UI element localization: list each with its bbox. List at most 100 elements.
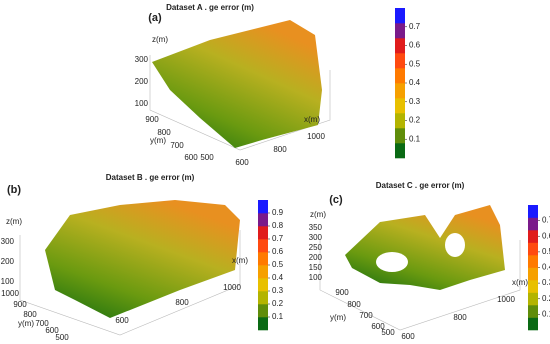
colorbar-segment — [258, 200, 268, 214]
colorbar-segment — [528, 242, 538, 256]
colorbar-segment — [258, 304, 268, 318]
y-tick-label: 800 — [157, 128, 171, 137]
y-axis-label: y(m) — [18, 319, 34, 328]
colorbar-segment — [395, 128, 405, 144]
y-tick-label: 700 — [35, 319, 49, 328]
surfaces — [19, 20, 521, 336]
colorbar-segment — [395, 113, 405, 129]
z-tick-label: 150 — [309, 263, 323, 272]
x-tick-label: 800 — [453, 313, 467, 322]
z-axis-label: z(m) — [310, 210, 326, 219]
colorbar-tick-label: 0.5 — [272, 260, 284, 269]
box-edge — [319, 240, 521, 331]
colorbar-segment — [395, 143, 405, 159]
colorbar-tick-label: 0.7 — [409, 22, 421, 31]
colorbar-segment — [528, 205, 538, 218]
colorbar-segment — [258, 239, 268, 253]
y-tick-label: 600 — [371, 322, 385, 331]
panel-label: (b) — [7, 184, 21, 196]
colorbar-tick-label: 0.5 — [542, 247, 550, 256]
panel-label: (c) — [329, 194, 343, 206]
x-tick-label: 600 — [235, 158, 249, 167]
colorbar-segment — [258, 252, 268, 266]
colorbar-tick-label: 0.4 — [542, 263, 550, 272]
y-axis-label: y(m) — [150, 136, 166, 145]
y-tick-label: 500 — [381, 328, 395, 337]
box-edge — [19, 230, 241, 336]
z-tick-label: 300 — [309, 233, 323, 242]
z-tick-label: 200 — [309, 253, 323, 262]
x-axis-label: x(m) — [512, 278, 528, 287]
x-tick-label: 800 — [175, 298, 189, 307]
y-tick-label: 700 — [170, 141, 184, 150]
colorbar-segment — [528, 317, 538, 331]
colorbar-segment — [258, 317, 268, 331]
point-cloud — [45, 200, 240, 318]
colorbar-segment — [528, 255, 538, 268]
z-tick-label: 200 — [135, 77, 149, 86]
z-tick-label: 300 — [135, 55, 149, 64]
colorbar-segment — [528, 292, 538, 306]
z-tick-label: 100 — [135, 99, 149, 108]
point-cloud — [345, 205, 505, 290]
y-tick-label: 500 — [200, 153, 214, 162]
colorbar-segment — [258, 265, 268, 279]
colorbar-tick-label: 0.4 — [272, 273, 284, 282]
box-edge — [149, 55, 331, 151]
colorbar-segment — [528, 305, 538, 318]
x-tick-label: 1000 — [223, 283, 241, 292]
colorbar-tick-label: 0.4 — [409, 78, 421, 87]
colorbar-tick-label: 0.2 — [542, 294, 550, 303]
colorbar-tick-label: 0.8 — [272, 221, 284, 230]
x-tick-label: 1000 — [497, 295, 515, 304]
z-tick-label: 200 — [1, 257, 15, 266]
colorbar-tick-label: 0.7 — [272, 234, 284, 243]
y-axis-label: y(m) — [330, 313, 346, 322]
panel-title: Dataset B . ge error (m) — [106, 173, 195, 182]
colorbar-tick-label: 0.3 — [272, 286, 284, 295]
z-tick-label: 300 — [1, 237, 15, 246]
colorbar-segment — [395, 98, 405, 114]
panel-title: Dataset C . ge error (m) — [376, 181, 465, 190]
y-tick-label: 900 — [13, 300, 27, 309]
y-tick-label: 900 — [145, 115, 159, 124]
colorbar-segment — [258, 291, 268, 305]
y-tick-label: 800 — [347, 300, 361, 309]
colorbar-segment — [395, 8, 405, 24]
colorbar-tick-label: 0.2 — [409, 116, 421, 125]
colorbar-segment — [528, 217, 538, 231]
y-tick-label: 800 — [23, 310, 37, 319]
colorbar-segment — [528, 230, 538, 243]
colorbar-segment — [395, 68, 405, 84]
colorbar-tick-label: 0.1 — [542, 309, 550, 318]
x-axis-label: x(m) — [304, 115, 320, 124]
z-axis-label: z(m) — [6, 217, 22, 226]
colorbar-segment — [528, 267, 538, 281]
colorbar-tick-label: 0.1 — [409, 134, 421, 143]
x-tick-label: 600 — [115, 316, 129, 325]
panel-title: Dataset A . ge error (m) — [166, 3, 254, 12]
colorbar-tick-label: 0.5 — [409, 59, 421, 68]
point-cloud — [152, 20, 322, 148]
z-tick-label: 250 — [309, 243, 323, 252]
colorbar-tick-label: 0.3 — [542, 278, 550, 287]
colorbar-tick-label: 0.3 — [409, 97, 421, 106]
z-tick-label: 100 — [1, 277, 15, 286]
panel-label: (a) — [148, 12, 162, 24]
z-tick-label: 100 — [309, 273, 323, 282]
colorbar-segment — [528, 280, 538, 293]
y-tick-label: 500 — [55, 333, 69, 342]
colorbar-tick-label: 0.2 — [272, 299, 284, 308]
x-axis-label: x(m) — [232, 256, 248, 265]
colorbar-segment — [258, 226, 268, 240]
colorbar-tick-label: 0.6 — [272, 247, 284, 256]
z-axis-label: z(m) — [152, 35, 168, 44]
colorbar-tick-label: 0.9 — [272, 208, 284, 217]
x-tick-label: 800 — [273, 145, 287, 154]
colorbar-segment — [395, 53, 405, 69]
y-tick-label: 1000 — [1, 289, 19, 298]
colorbar-segment — [258, 213, 268, 227]
colorbar-segment — [395, 83, 405, 99]
colorbar-tick-label: 0.1 — [272, 312, 284, 321]
colorbar-tick-label: 0.6 — [409, 41, 421, 50]
